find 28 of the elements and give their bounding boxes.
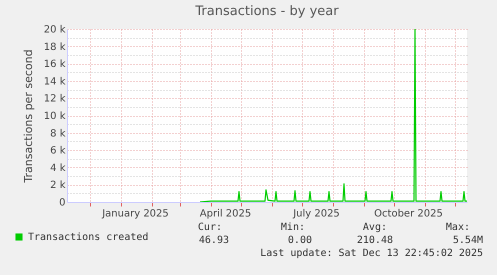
y-tick-label: 16 k bbox=[44, 59, 66, 70]
y-tick-label: 6 k bbox=[50, 146, 66, 157]
y-tick-label: 2 k bbox=[50, 180, 66, 192]
chart-title: Transactions - by year bbox=[194, 4, 340, 19]
y-tick-label: 8 k bbox=[50, 128, 66, 140]
y-axis-title: Transactions per second bbox=[22, 49, 35, 184]
y-tick-label: 0 bbox=[59, 198, 66, 208]
y-tick-label: 12 k bbox=[44, 94, 66, 105]
y-tick-label: 18 k bbox=[44, 42, 66, 53]
text: 5.54M bbox=[452, 235, 483, 246]
legend-label: Transactions created bbox=[28, 232, 148, 243]
text: 210.48 bbox=[356, 235, 393, 246]
text: Avg: bbox=[362, 222, 387, 233]
y-tick-label: 20 k bbox=[44, 24, 66, 36]
y-tick-label: 14 k bbox=[44, 76, 66, 88]
text: Min: bbox=[280, 222, 305, 233]
y-tick-label: 10 k bbox=[44, 111, 66, 122]
x-tick-label: July 2025 bbox=[292, 208, 340, 220]
x-tick-label: January 2025 bbox=[101, 208, 169, 220]
x-tick-label: April 2025 bbox=[200, 208, 252, 220]
x-tick-label: October 2025 bbox=[374, 208, 443, 220]
line-series bbox=[199, 29, 467, 202]
text: Max: bbox=[446, 222, 470, 233]
text: Cur: bbox=[198, 222, 222, 233]
text: 46.93 bbox=[198, 235, 229, 246]
text: 0.00 bbox=[288, 235, 312, 246]
y-tick-label: 4 k bbox=[50, 162, 66, 174]
text: Last update: Sat Dec 13 22:45:02 2025 bbox=[260, 248, 483, 259]
